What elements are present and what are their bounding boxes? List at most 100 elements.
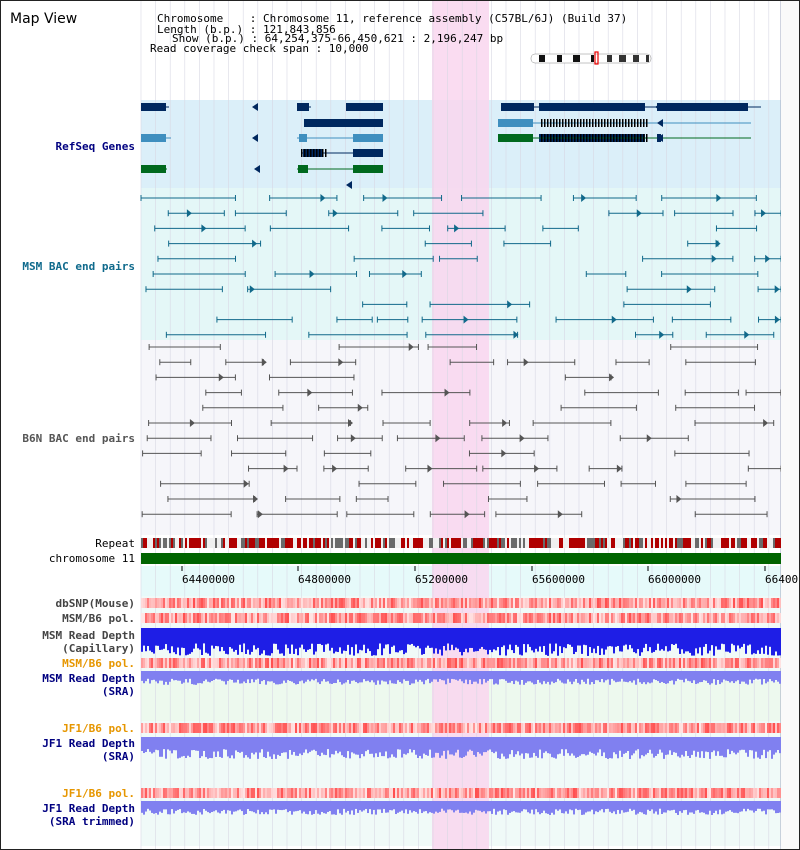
msm-pol-sra-heat [253, 658, 255, 668]
msm-pol-sra-heat [569, 658, 571, 668]
msm-depth-sra-bar [169, 671, 171, 682]
dbsnp-heat [661, 598, 663, 608]
msm-depth-sra-bar [611, 671, 613, 679]
msm-depth-capillary-bar [669, 628, 671, 651]
msm-pol-sra-heat [663, 658, 665, 668]
dbsnp-heat [695, 598, 697, 608]
jf1-pol-heat [693, 723, 695, 733]
msm-pol-sra-heat [349, 658, 351, 668]
jf1-pol-heat [661, 723, 663, 733]
jf1-depth-trim-bar [161, 801, 163, 813]
jf1-pol-trim-heat [657, 788, 659, 798]
b6n-bac-pair-arrow [253, 495, 259, 503]
jf1-pol-heat [747, 723, 749, 733]
dbsnp-heat [231, 598, 233, 608]
b6n-bac-pair-arrow [189, 419, 195, 427]
msm-depth-capillary-bar [649, 628, 651, 648]
jf1-depth-sra-bar [775, 737, 777, 753]
msm-pol-sra-heat [563, 658, 565, 668]
dbsnp-heat [429, 598, 431, 608]
jf1-depth-trim-bar [483, 801, 485, 812]
msm-pol-sra-heat [493, 658, 495, 668]
repeat-segment [369, 538, 371, 548]
jf1-depth-trim-bar [315, 801, 317, 811]
msm-depth-sra-bar [415, 671, 417, 680]
jf1-pol-heat [301, 723, 303, 733]
msm-pol-sra-heat [321, 658, 323, 668]
track-label-b6n-bac[interactable]: B6N BAC end pairs [22, 432, 135, 445]
jf1-depth-trim-bar [553, 801, 555, 815]
track-label-refseq-genes[interactable]: RefSeq Genes [55, 140, 135, 153]
msm-pol-heat [631, 613, 633, 623]
msm-pol-sra-heat [201, 658, 203, 668]
msm-pol-sra-heat [719, 658, 721, 668]
msm-bac-pair-arrow [774, 285, 780, 294]
jf1-pol-heat [545, 723, 547, 733]
jf1-depth-trim-bar [361, 801, 363, 812]
msm-pol-heat [563, 613, 565, 623]
dbsnp-heat [343, 598, 345, 608]
jf1-pol-heat [743, 723, 745, 733]
msm-pol-sra-heat [581, 658, 583, 668]
msm-pol-heat [399, 613, 401, 623]
msm-pol-sra-heat [559, 658, 561, 668]
msm-pol-heat [577, 613, 579, 623]
jf1-pol-heat [345, 723, 347, 733]
msm-depth-capillary-bar [267, 628, 269, 656]
msm-pol-sra-heat [565, 658, 567, 668]
jf1-depth-trim-bar [777, 801, 779, 814]
msm-pol-heat [189, 613, 191, 623]
jf1-depth-sra-bar [199, 737, 201, 759]
msm-pol-sra-heat [739, 658, 741, 668]
track-label-msm-bac[interactable]: MSM BAC end pairs [22, 260, 135, 273]
dbsnp-heat [421, 598, 423, 608]
dbsnp-heat [357, 598, 359, 608]
repeat-segment [623, 538, 625, 548]
repeat-segment [529, 538, 531, 548]
msm-pol-heat [227, 613, 229, 623]
jf1-depth-sra-bar [275, 737, 277, 759]
dbsnp-heat [775, 598, 777, 608]
msm-depth-capillary-bar [473, 628, 475, 652]
repeat-segment [763, 538, 765, 548]
dbsnp-heat [463, 598, 465, 608]
msm-depth-capillary-bar [385, 628, 387, 645]
jf1-depth-sra-bar [173, 737, 175, 751]
dbsnp-heat [539, 598, 541, 608]
jf1-depth-sra-bar [765, 737, 767, 759]
msm-pol-heat [731, 613, 733, 623]
jf1-pol-heat [157, 723, 159, 733]
msm-pol-sra-heat [191, 658, 193, 668]
msm-depth-sra-bar [463, 671, 465, 684]
jf1-pol-heat [629, 723, 631, 733]
jf1-pol-heat [733, 723, 735, 733]
gene-exon [351, 119, 383, 127]
jf1-depth-sra-bar [643, 737, 645, 757]
jf1-depth-trim-bar [613, 801, 615, 812]
jf1-depth-sra-bar [725, 737, 727, 758]
jf1-depth-sra-bar [549, 737, 551, 754]
jf1-pol-trim-heat [429, 788, 431, 798]
jf1-depth-trim-bar [329, 801, 331, 812]
jf1-depth-trim-bar [751, 801, 753, 811]
msm-pol-heat [651, 613, 653, 623]
msm-depth-capillary-bar [729, 628, 731, 653]
repeat-segment [445, 538, 447, 548]
jf1-pol-trim-heat [251, 788, 253, 798]
msm-depth-sra-bar [293, 671, 295, 684]
dbsnp-heat [315, 598, 317, 608]
jf1-pol-trim-heat [493, 788, 495, 798]
repeat-segment [229, 538, 231, 548]
msm-pol-heat [487, 613, 489, 623]
dbsnp-heat [651, 598, 653, 608]
repeat-segment [515, 538, 517, 548]
jf1-depth-sra-bar [743, 737, 745, 750]
msm-depth-sra-bar [679, 671, 681, 680]
msm-depth-sra-bar [285, 671, 287, 683]
msm-pol-heat [255, 613, 257, 623]
msm-pol-sra-heat [675, 658, 677, 668]
repeat-segment [719, 538, 721, 548]
jf1-pol-heat [183, 723, 185, 733]
msm-pol-sra-heat [683, 658, 685, 668]
